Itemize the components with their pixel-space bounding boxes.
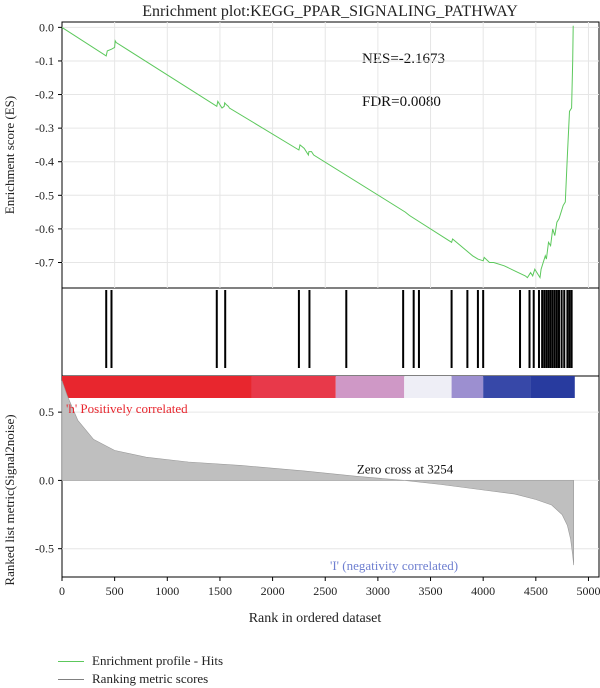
ranked-metric-area (61, 380, 574, 566)
es-y-tick-label-7: -0.7 (35, 255, 54, 269)
ranked-y-tick-label-1: 0.0 (39, 473, 54, 487)
legend-item-enrichment: Enrichment profile - Hits (58, 652, 223, 670)
legend-swatch-ranking (58, 678, 84, 680)
legend-swatch-enrichment (58, 660, 84, 662)
x-tick-label-6: 3000 (366, 584, 390, 598)
fdr-label: FDR=0.0080 (362, 94, 441, 110)
enrichment-score-line (61, 25, 574, 280)
es-y-tick-label-5: -0.5 (35, 188, 54, 202)
es-axis-label: Enrichment score (ES) (2, 96, 17, 214)
heatmap-segment-4 (451, 376, 484, 398)
legend-label-enrichment: Enrichment profile - Hits (92, 653, 224, 668)
es-y-tick-label-3: -0.3 (35, 121, 54, 135)
chart-title: Enrichment plot:KEGG_PPAR_SIGNALING_PATH… (142, 3, 518, 20)
x-tick-label-7: 3500 (419, 584, 443, 598)
negative-correlation-label: 'I' (negativity correlated) (330, 558, 458, 573)
heatmap-segment-1 (251, 376, 336, 398)
x-tick-label-1: 500 (106, 584, 124, 598)
heatmap-segment-2 (335, 376, 405, 398)
x-tick-label-0: 0 (59, 584, 65, 598)
x-tick-label-9: 4500 (524, 584, 548, 598)
hits-panel-frame (61, 287, 600, 377)
heatmap-segment-6 (530, 376, 575, 398)
chart-svg: Enrichment plot:KEGG_PPAR_SIGNALING_PATH… (2, 3, 600, 626)
heatmap-segment-5 (483, 376, 531, 398)
es-y-tick-label-6: -0.6 (35, 222, 54, 236)
x-tick-label-2: 1000 (155, 584, 179, 598)
ranked-axis-label: Ranked list metric(Signal2noise) (2, 414, 17, 585)
x-tick-label-4: 2000 (261, 584, 285, 598)
zero-cross-label: Zero cross at 3254 (357, 462, 454, 477)
es-y-tick-label-4: -0.4 (35, 155, 54, 169)
x-axis-label: Rank in ordered dataset (249, 611, 382, 626)
x-tick-label-3: 1500 (208, 584, 232, 598)
heatmap-segment-3 (404, 376, 452, 398)
es-y-tick-label-0: 0.0 (39, 20, 54, 34)
x-tick-label-5: 2500 (313, 584, 337, 598)
enrichment-panel-frame (61, 21, 600, 289)
legend-label-ranking: Ranking metric scores (92, 671, 209, 686)
es-y-tick-label-1: -0.1 (35, 54, 54, 68)
legend: Enrichment profile - Hits Ranking metric… (58, 652, 223, 688)
heatmap-segment-0 (62, 376, 252, 398)
x-tick-label-10: 5000 (576, 584, 600, 598)
x-tick-label-8: 4000 (471, 584, 495, 598)
nes-label: NES=-2.1673 (362, 51, 445, 67)
legend-item-ranking: Ranking metric scores (58, 670, 223, 688)
es-y-tick-label-2: -0.2 (35, 88, 54, 102)
ranked-y-tick-label-0: 0.5 (39, 405, 54, 419)
positive-correlation-label: 'h' Positively correlated (66, 401, 188, 416)
ranked-y-tick-label-2: -0.5 (35, 542, 54, 556)
